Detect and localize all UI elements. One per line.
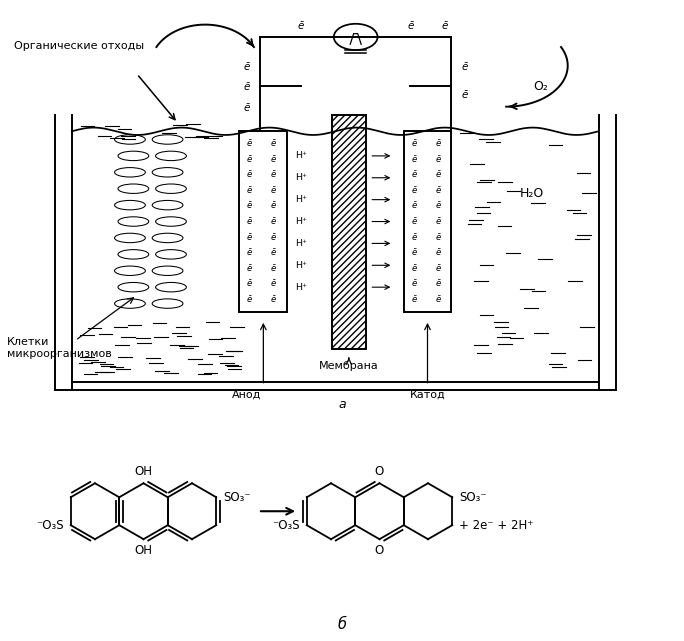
Text: е̄: е̄ <box>411 186 417 195</box>
Text: е̄: е̄ <box>243 82 250 92</box>
Text: е̄: е̄ <box>247 295 252 304</box>
Text: е̄: е̄ <box>247 154 252 163</box>
Text: е̄: е̄ <box>271 139 276 148</box>
Text: OH: OH <box>135 465 153 478</box>
Text: е̄: е̄ <box>411 279 417 288</box>
Text: Мембрана: Мембрана <box>319 362 379 371</box>
Text: е̄: е̄ <box>435 295 440 304</box>
Text: е̄: е̄ <box>411 139 417 148</box>
Text: е̄: е̄ <box>271 264 276 273</box>
Text: SO₃⁻: SO₃⁻ <box>459 491 486 504</box>
Text: е̄: е̄ <box>435 264 440 273</box>
Text: е̄: е̄ <box>247 171 252 179</box>
Text: е̄: е̄ <box>243 62 250 72</box>
Text: е̄: е̄ <box>435 279 440 288</box>
Text: H₂O: H₂O <box>520 187 544 200</box>
Text: а: а <box>338 398 346 411</box>
Text: е̄: е̄ <box>411 233 417 242</box>
Text: е̄: е̄ <box>435 139 440 148</box>
Text: е̄: е̄ <box>247 186 252 195</box>
Text: H⁺: H⁺ <box>295 195 307 204</box>
Text: е̄: е̄ <box>271 279 276 288</box>
Text: е̄: е̄ <box>411 171 417 179</box>
Text: е̄: е̄ <box>271 154 276 163</box>
Text: е̄: е̄ <box>247 139 252 148</box>
Text: H⁺: H⁺ <box>295 173 307 182</box>
Text: O₂: O₂ <box>534 80 549 93</box>
Bar <box>239 131 287 312</box>
Text: H⁺: H⁺ <box>295 151 307 160</box>
Text: б: б <box>337 617 347 632</box>
Text: H⁺: H⁺ <box>295 283 307 292</box>
Text: е̄: е̄ <box>435 248 440 257</box>
Text: е̄: е̄ <box>243 103 250 113</box>
Text: H⁺: H⁺ <box>295 239 307 248</box>
Text: O: O <box>375 465 384 478</box>
Text: ⁻O₃S: ⁻O₃S <box>272 519 300 531</box>
Text: е̄: е̄ <box>411 295 417 304</box>
Text: е̄: е̄ <box>271 295 276 304</box>
Text: е̄: е̄ <box>435 233 440 242</box>
Text: + 2e⁻ + 2H⁺: + 2e⁻ + 2H⁺ <box>459 519 534 531</box>
Text: Органические отходы: Органические отходы <box>14 41 144 51</box>
Text: е̄: е̄ <box>411 154 417 163</box>
Text: е̄: е̄ <box>247 248 252 257</box>
Text: е̄: е̄ <box>271 186 276 195</box>
Bar <box>404 131 451 312</box>
Text: е̄: е̄ <box>411 201 417 210</box>
Text: е̄: е̄ <box>435 171 440 179</box>
Text: е̄: е̄ <box>247 279 252 288</box>
Text: е̄: е̄ <box>407 21 414 31</box>
Text: H⁺: H⁺ <box>295 261 307 270</box>
Text: Катод: Катод <box>410 390 445 400</box>
Text: е̄: е̄ <box>435 201 440 210</box>
Text: е̄: е̄ <box>462 90 469 101</box>
Text: е̄: е̄ <box>462 62 469 72</box>
Text: е̄: е̄ <box>247 217 252 226</box>
Text: е̄: е̄ <box>441 21 448 31</box>
Text: е̄: е̄ <box>271 201 276 210</box>
Text: Клетки
микроорганизмов: Клетки микроорганизмов <box>7 337 111 359</box>
Text: е̄: е̄ <box>271 171 276 179</box>
Text: е̄: е̄ <box>435 154 440 163</box>
Text: е̄: е̄ <box>411 248 417 257</box>
Text: е̄: е̄ <box>247 233 252 242</box>
Text: O: O <box>375 544 384 557</box>
Text: SO₃⁻: SO₃⁻ <box>223 491 250 504</box>
Text: е̄: е̄ <box>271 233 276 242</box>
Text: е̄: е̄ <box>411 264 417 273</box>
Text: OH: OH <box>135 544 153 557</box>
Text: е̄: е̄ <box>298 21 304 31</box>
Text: е̄: е̄ <box>435 217 440 226</box>
Text: е̄: е̄ <box>271 217 276 226</box>
Text: е̄: е̄ <box>411 217 417 226</box>
Text: е̄: е̄ <box>247 201 252 210</box>
Text: е̄: е̄ <box>435 186 440 195</box>
Text: Анод: Анод <box>232 390 261 400</box>
Text: ⁻O₃S: ⁻O₃S <box>36 519 64 531</box>
Text: е̄: е̄ <box>247 264 252 273</box>
Text: H⁺: H⁺ <box>295 217 307 226</box>
Bar <box>332 115 366 349</box>
Text: е̄: е̄ <box>271 248 276 257</box>
